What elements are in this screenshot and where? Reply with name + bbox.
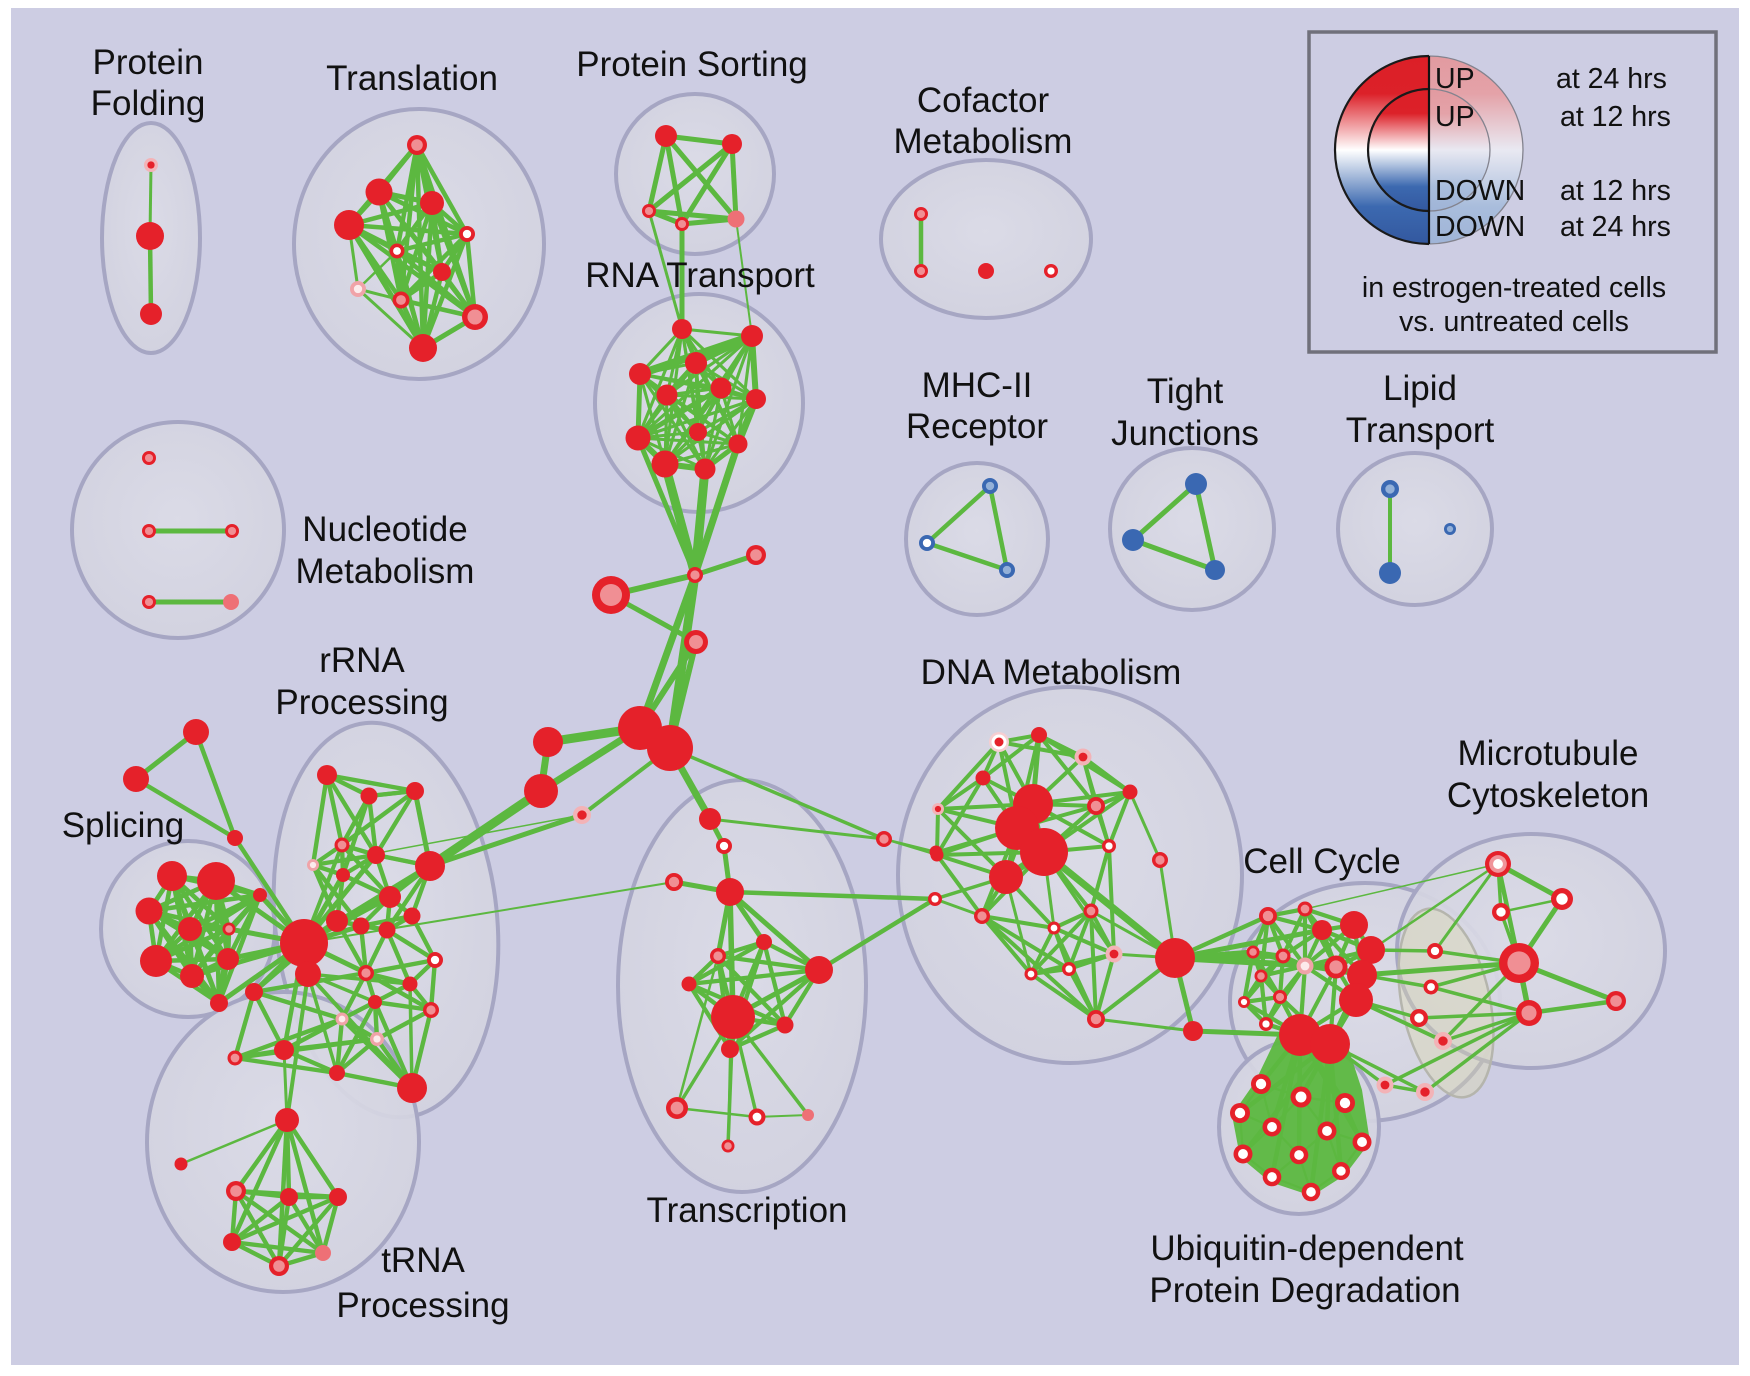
svg-text:UP: UP	[1435, 101, 1475, 133]
svg-text:rRNA: rRNA	[319, 641, 405, 680]
svg-text:Folding: Folding	[91, 84, 206, 123]
svg-text:Metabolism: Metabolism	[894, 122, 1073, 161]
svg-text:Translation: Translation	[326, 59, 498, 98]
svg-text:Tight: Tight	[1147, 372, 1224, 411]
svg-text:Protein Sorting: Protein Sorting	[576, 45, 808, 84]
svg-text:RNA Transport: RNA Transport	[585, 256, 815, 295]
svg-text:Processing: Processing	[275, 683, 448, 722]
svg-text:UP: UP	[1435, 63, 1475, 95]
svg-text:DOWN: DOWN	[1435, 211, 1525, 243]
svg-text:DNA Metabolism: DNA Metabolism	[921, 653, 1182, 692]
svg-text:Metabolism: Metabolism	[296, 552, 475, 591]
svg-text:DOWN: DOWN	[1435, 175, 1525, 207]
svg-text:Nucleotide: Nucleotide	[302, 510, 467, 549]
svg-text:vs. untreated cells: vs. untreated cells	[1399, 306, 1629, 338]
svg-text:at 24 hrs: at 24 hrs	[1560, 211, 1671, 243]
svg-text:Splicing: Splicing	[62, 806, 185, 845]
svg-text:tRNA: tRNA	[381, 1241, 465, 1280]
svg-text:Protein Degradation: Protein Degradation	[1149, 1271, 1460, 1310]
svg-text:Ubiquitin-dependent: Ubiquitin-dependent	[1150, 1229, 1464, 1268]
svg-text:at 12 hrs: at 12 hrs	[1560, 175, 1671, 207]
svg-text:Microtubule: Microtubule	[1458, 734, 1639, 773]
svg-text:Receptor: Receptor	[906, 407, 1048, 446]
svg-text:MHC-II: MHC-II	[922, 366, 1033, 405]
svg-text:Lipid: Lipid	[1383, 369, 1457, 408]
svg-text:Cytoskeleton: Cytoskeleton	[1447, 776, 1649, 815]
svg-text:Transport: Transport	[1346, 411, 1495, 450]
svg-text:Junctions: Junctions	[1111, 414, 1259, 453]
svg-text:Transcription: Transcription	[647, 1191, 848, 1230]
svg-text:Cofactor: Cofactor	[917, 81, 1050, 120]
svg-text:Protein: Protein	[93, 43, 204, 82]
svg-text:Processing: Processing	[336, 1286, 509, 1325]
svg-text:Cell Cycle: Cell Cycle	[1243, 842, 1401, 881]
svg-text:at 12 hrs: at 12 hrs	[1560, 101, 1671, 133]
svg-text:at 24 hrs: at 24 hrs	[1556, 63, 1667, 95]
svg-text:in estrogen-treated cells: in estrogen-treated cells	[1362, 272, 1666, 304]
